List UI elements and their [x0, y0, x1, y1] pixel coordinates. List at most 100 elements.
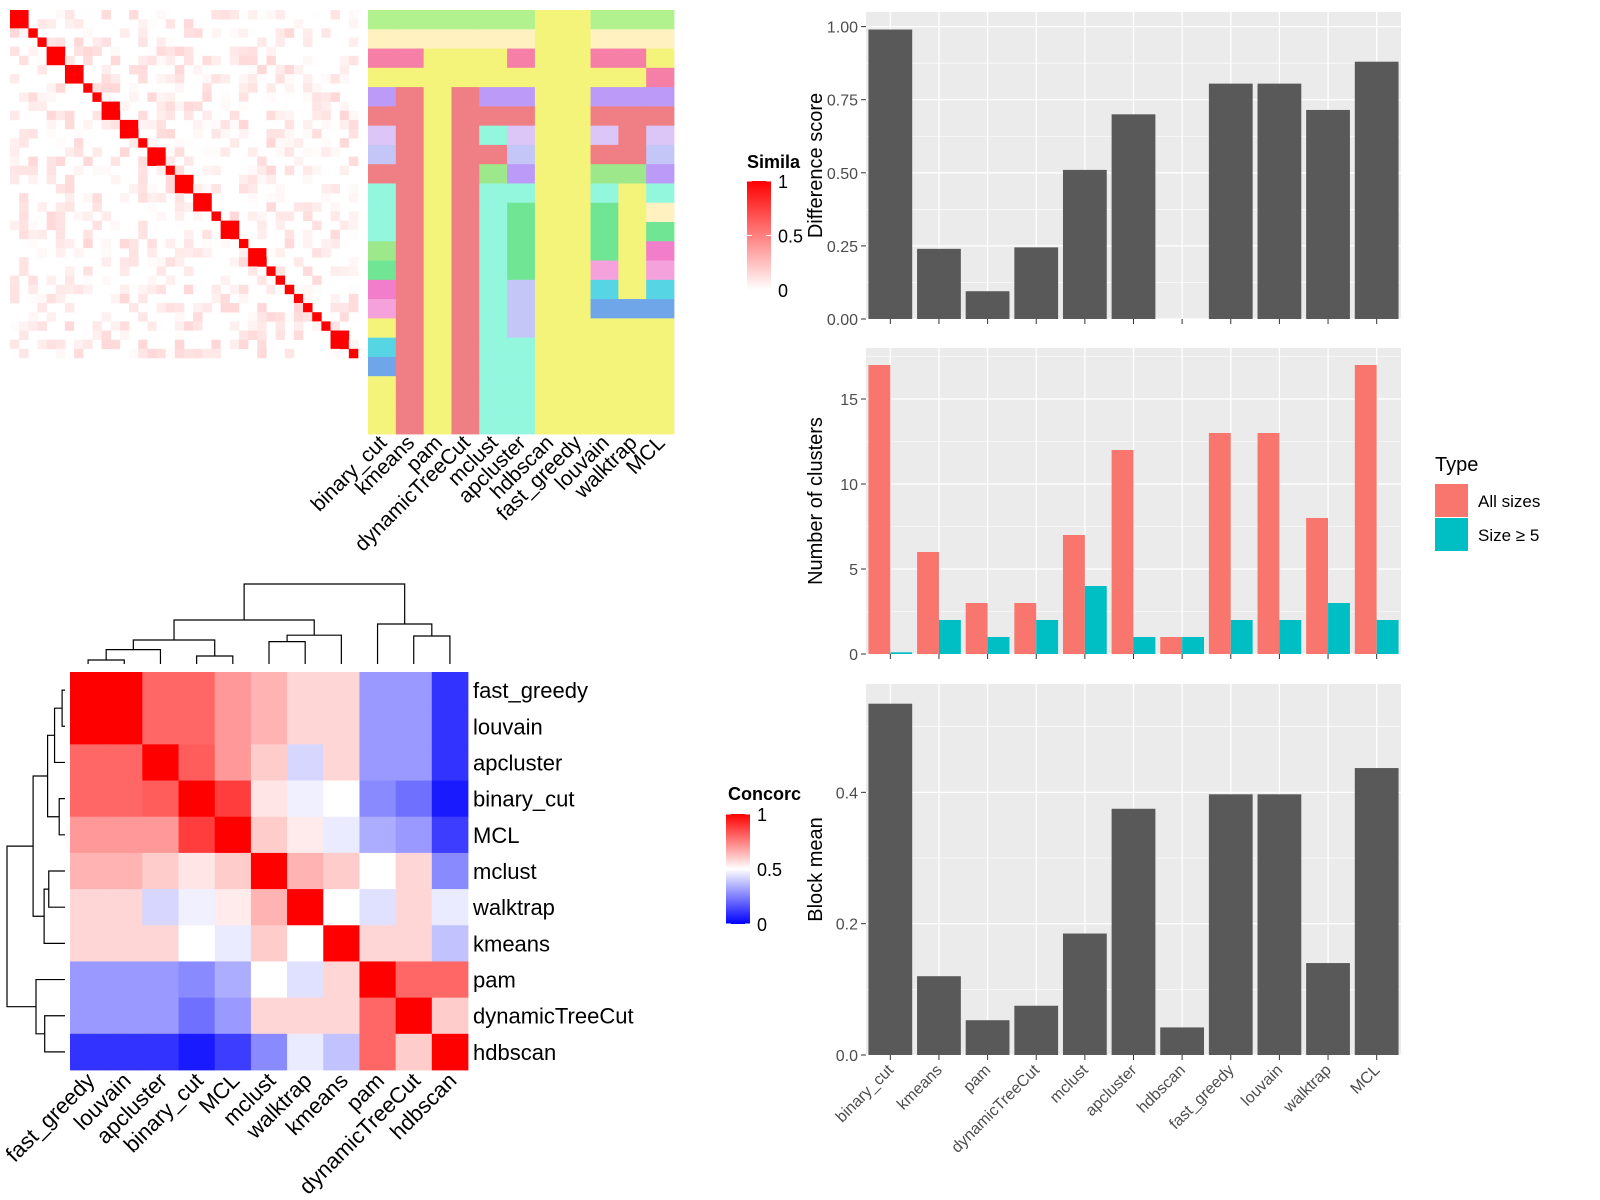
- similarity-cell: [275, 312, 286, 322]
- similarity-cell: [19, 321, 29, 331]
- membership-cell: [451, 222, 480, 242]
- membership-cell: [451, 67, 480, 88]
- similarity-cell: [284, 28, 295, 38]
- membership-cell: [562, 356, 591, 377]
- bar: [1208, 794, 1253, 1055]
- similarity-cell: [238, 184, 249, 194]
- similarity-cell: [19, 129, 29, 139]
- similarity-cell: [92, 92, 102, 102]
- similarity-cell: [193, 303, 203, 313]
- concordance-cell: [431, 744, 469, 781]
- concordance-cell: [250, 744, 288, 781]
- similarity-cell: [303, 129, 313, 139]
- membership-cell: [368, 376, 397, 396]
- similarity-cell: [293, 257, 304, 267]
- similarity-cell: [156, 55, 166, 66]
- similarity-cell: [293, 156, 304, 166]
- similarity-cell: [147, 119, 157, 130]
- membership-cell: [451, 106, 480, 127]
- similarity-cell: [275, 184, 286, 194]
- similarity-cell: [211, 184, 221, 194]
- similarity-cell: [10, 19, 20, 29]
- y-tick-label: 1.00: [827, 20, 858, 37]
- similarity-cell: [37, 19, 47, 29]
- similarity-cell: [248, 312, 258, 322]
- column-dendrogram-branch: [268, 641, 306, 664]
- similarity-cell: [64, 238, 75, 249]
- concordance-cell: [287, 708, 324, 745]
- similarity-cell: [312, 248, 322, 258]
- similarity-cell: [138, 229, 148, 240]
- similarity-cell: [138, 119, 148, 130]
- membership-cell: [590, 318, 619, 339]
- similarity-cell: [37, 248, 47, 258]
- similarity-cell: [92, 46, 102, 57]
- similarity-cell: [202, 147, 212, 157]
- similarity-cell: [248, 321, 258, 331]
- similarity-cell: [284, 92, 295, 102]
- similarity-cell: [248, 55, 258, 66]
- membership-cell: [534, 202, 564, 223]
- membership-cell: [423, 48, 452, 69]
- similarity-cell: [165, 348, 176, 359]
- similarity-cell: [312, 110, 322, 121]
- y-axis-title: Block mean: [805, 817, 827, 922]
- legend-tick-label: 0.5: [778, 227, 803, 247]
- concordance-cell: [250, 780, 288, 818]
- membership-cell: [562, 87, 591, 107]
- similarity-cell: [129, 64, 139, 75]
- membership-cell: [423, 29, 452, 49]
- membership-cell: [618, 164, 647, 184]
- concordance-cell: [178, 852, 216, 890]
- concordance-cell: [431, 997, 469, 1035]
- similarity-cell: [321, 147, 331, 157]
- bar-size-ge-5: [1230, 620, 1253, 654]
- membership-cell: [368, 106, 397, 127]
- similarity-cell: [257, 74, 267, 84]
- similarity-cell: [211, 10, 221, 20]
- similarity-cell: [19, 138, 29, 148]
- similarity-cell: [330, 92, 340, 102]
- row-dendrogram-branch: [35, 978, 65, 1035]
- similarity-cell: [83, 275, 93, 286]
- membership-cell: [368, 67, 397, 88]
- membership-cell: [368, 279, 397, 300]
- concordance-cell: [395, 997, 433, 1035]
- row-dendrogram-branch: [32, 775, 48, 917]
- membership-cell: [451, 260, 480, 281]
- similarity-cell: [46, 37, 57, 47]
- membership-cell: [534, 337, 564, 358]
- membership-cell: [479, 222, 508, 242]
- similarity-cell: [165, 257, 176, 267]
- similarity-cell: [37, 293, 47, 304]
- concordance-cell: [431, 816, 469, 854]
- similarity-cell: [348, 83, 359, 93]
- similarity-cell: [156, 303, 166, 313]
- membership-cell: [590, 395, 619, 416]
- similarity-cell: [129, 138, 139, 148]
- membership-cell: [451, 414, 480, 435]
- concordance-cell: [250, 997, 288, 1035]
- membership-cell: [534, 299, 564, 319]
- similarity-cell: [156, 110, 166, 121]
- membership-cell: [590, 222, 619, 242]
- similarity-cell: [303, 37, 313, 47]
- membership-cell: [562, 144, 591, 165]
- membership-cell: [451, 299, 480, 319]
- column-dendrogram-branch: [87, 659, 125, 664]
- concordance-legend: Concorc 1 0.5 0: [726, 784, 801, 935]
- similarity-cell: [248, 10, 258, 20]
- similarity-cell: [238, 330, 249, 340]
- similarity-cell: [229, 138, 240, 148]
- similarity-cell: [174, 64, 185, 75]
- membership-cell: [618, 67, 647, 88]
- similarity-cell: [348, 193, 359, 203]
- membership-cell: [562, 299, 591, 319]
- bar: [1257, 794, 1302, 1055]
- membership-cell: [534, 414, 564, 435]
- concordance-cell: [106, 925, 143, 962]
- similarity-cell: [174, 165, 185, 176]
- membership-cell: [618, 260, 647, 281]
- legend-tick-label: 0: [757, 915, 767, 935]
